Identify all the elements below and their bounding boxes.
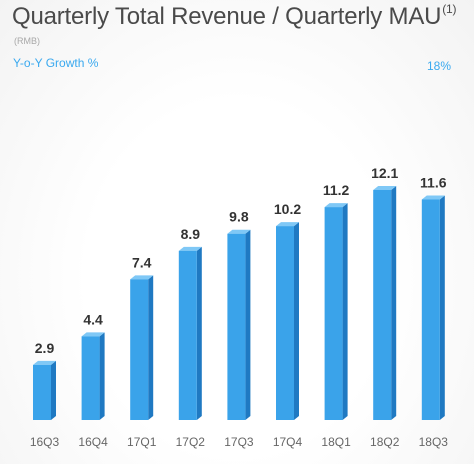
bar-side-17q4: [294, 222, 299, 420]
title-footnote: (1): [442, 2, 457, 16]
bar-top-18q1: [324, 203, 348, 208]
bar-front-18q2: [373, 190, 392, 420]
category-label-18q2: 18Q2: [370, 435, 400, 449]
bar-16q3: [33, 360, 56, 420]
chart-title-text: Quarterly Total Revenue / Quarterly MAU: [12, 3, 442, 30]
bar-side-18q1: [342, 203, 348, 420]
bar-top-17q4: [276, 222, 299, 227]
bar-side-17q1: [148, 275, 154, 420]
value-label-17q4: 10.2: [274, 201, 301, 217]
bar-front-18q3: [421, 199, 440, 420]
bar-side-18q3: [439, 195, 445, 420]
yoy-growth-label: Y-o-Y Growth %: [13, 56, 99, 70]
category-label-18q1: 18Q1: [321, 435, 351, 449]
bar-front-16q4: [81, 336, 100, 420]
category-label-16q4: 16Q4: [78, 435, 108, 449]
bar-18q1: [324, 203, 348, 420]
category-label-18q3: 18Q3: [419, 435, 449, 449]
bar-17q2: [178, 246, 202, 420]
bar-top-18q2: [373, 186, 397, 190]
category-label-17q2: 17Q2: [176, 435, 206, 449]
bar-front-18q1: [324, 207, 343, 420]
category-label-16q3: 16Q3: [30, 435, 60, 449]
category-label-group: 16Q3 16Q4 17Q1 17Q2 17Q3 17Q4 18Q1 18Q2 18Q3: [30, 435, 448, 449]
category-label-17q3: 17Q3: [224, 435, 254, 449]
value-label-16q4: 4.4: [83, 311, 103, 327]
value-label-18q1: 11.2: [323, 182, 350, 198]
bar-front-16q3: [33, 364, 51, 420]
value-label-16q3: 2.9: [35, 340, 55, 356]
bar-top-18q3: [421, 195, 445, 200]
bar-group: [33, 186, 445, 420]
category-label-17q4: 17Q4: [273, 435, 303, 449]
bar-top-17q2: [178, 246, 202, 251]
currency-unit: (RMB): [14, 36, 40, 46]
bar-17q4: [276, 222, 299, 420]
bar-top-17q1: [130, 275, 154, 280]
chart-title: Quarterly Total Revenue / Quarterly MAU(…: [12, 2, 457, 31]
bar-side-17q3: [245, 229, 251, 420]
bar-side-18q2: [391, 186, 397, 420]
bar-side-17q2: [196, 246, 202, 420]
bar-top-16q3: [33, 360, 56, 365]
bar-front-17q4: [276, 226, 294, 420]
value-label-18q3: 11.6: [420, 175, 447, 191]
bar-17q1: [130, 275, 154, 420]
value-label-group: 2.9 4.4 7.4 8.9 9.8 10.2 11.2 12.1 11.6: [35, 165, 447, 356]
bar-16q4: [81, 332, 105, 420]
bar-front-17q1: [130, 279, 149, 420]
bar-top-17q3: [227, 229, 251, 234]
bar-18q2: [373, 186, 397, 420]
value-label-17q1: 7.4: [132, 254, 152, 270]
value-label-17q3: 9.8: [229, 209, 249, 225]
value-label-17q2: 8.9: [181, 226, 201, 242]
bar-front-17q3: [227, 233, 246, 420]
bar-front-17q2: [178, 250, 197, 420]
bar-top-16q4: [81, 332, 105, 337]
bar-17q3: [227, 229, 251, 420]
yoy-growth-value: 18%: [426, 59, 451, 73]
bar-18q3: [421, 195, 445, 420]
bar-side-16q4: [99, 332, 105, 420]
category-label-17q1: 17Q1: [127, 435, 157, 449]
value-label-18q2: 12.1: [371, 165, 398, 181]
bar-side-16q3: [51, 360, 56, 420]
